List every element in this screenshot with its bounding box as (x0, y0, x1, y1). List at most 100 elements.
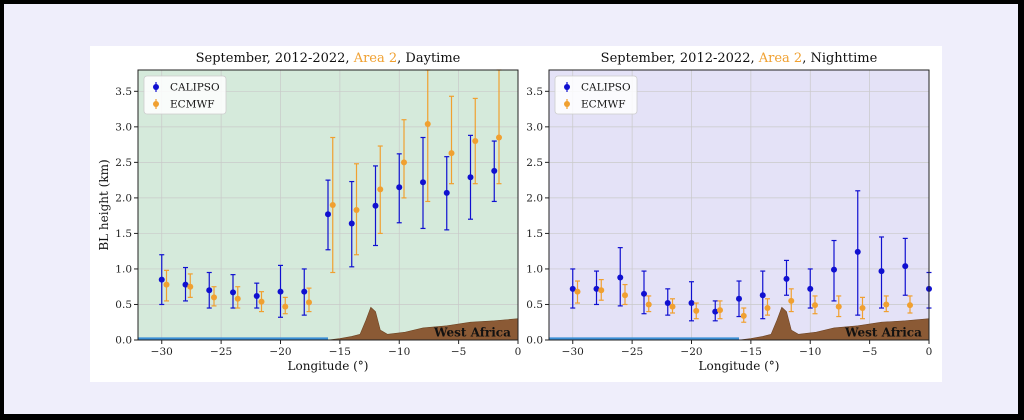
calipso-point (569, 285, 576, 292)
legend-marker (564, 101, 570, 107)
x-tick-label: −10 (388, 346, 410, 358)
calipso-point (854, 248, 861, 255)
ecmwf-point (377, 186, 384, 193)
legend-marker (564, 84, 570, 90)
y-tick-label: 0.0 (115, 335, 132, 347)
title-segment: Area 2 (353, 51, 397, 66)
title-segment: Area 2 (758, 51, 802, 66)
title-segment: , Nighttime (802, 51, 877, 66)
x-axis-label: Longitude (°) (699, 359, 780, 373)
calipso-point (396, 184, 403, 191)
y-tick-label: 0.5 (115, 299, 132, 311)
calipso-point (158, 276, 165, 283)
y-tick-label: 3.0 (526, 121, 543, 133)
y-tick-label: 3.5 (526, 86, 543, 98)
legend-label: CALIPSO (581, 82, 631, 94)
x-tick-label: −20 (680, 346, 702, 358)
title-segment: , Daytime (397, 51, 460, 66)
figure: West Africa −30 −25 −20 −15 −10 −5 0 0.0 0.5 1.0 1.… (90, 46, 942, 382)
x-tick-label: −5 (451, 346, 466, 358)
legend-marker (153, 101, 159, 107)
calipso-point (807, 285, 814, 292)
ecmwf-point (835, 303, 842, 310)
calipso-point (206, 287, 213, 294)
calipso-point (325, 211, 331, 218)
west-africa-label: West Africa (844, 325, 922, 339)
ecmwf-point (883, 301, 890, 308)
ecmwf-point (693, 307, 700, 314)
ecmwf-point (645, 301, 652, 308)
y-tick-label: 0.5 (526, 299, 543, 311)
calipso-point (831, 266, 837, 273)
legend-marker (153, 84, 159, 90)
calipso-point (664, 300, 671, 307)
calipso-point (641, 290, 647, 297)
ecmwf-point (622, 292, 628, 299)
ecmwf-point (669, 303, 676, 310)
calipso-point (902, 263, 909, 270)
ecmwf-point (788, 297, 795, 304)
x-tick-label: −25 (210, 346, 232, 358)
x-tick-label: 0 (515, 346, 522, 358)
terrain-shape (327, 306, 518, 340)
calipso-point (301, 288, 308, 295)
y-axis-label: BL height (km) (97, 159, 111, 250)
ecmwf-point (353, 206, 360, 213)
ecmwf-point (859, 305, 866, 312)
terrain-shape (738, 306, 929, 340)
ecmwf-point (496, 134, 502, 141)
legend-label: ECMWF (581, 99, 626, 111)
x-tick-label: −15 (740, 346, 762, 358)
chart-figure: West Africa −30 −25 −20 −15 −10 −5 0 0.0 0.5 1.0 1.… (97, 51, 933, 373)
ecmwf-point (717, 307, 723, 314)
legend: CALIPSO ECMWF (554, 75, 638, 115)
y-tick-label: 1.5 (115, 228, 132, 240)
x-tick-label: −30 (562, 346, 584, 358)
calipso-point (253, 292, 260, 299)
calipso-point (617, 274, 624, 281)
x-tick-label: −5 (862, 346, 877, 358)
calipso-point (878, 268, 885, 275)
ecmwf-point (812, 302, 818, 309)
calipso-point (443, 189, 450, 196)
calipso-point (759, 292, 766, 299)
calipso-point (593, 285, 600, 292)
legend-box (143, 75, 227, 115)
y-tick-label: 2.5 (526, 157, 543, 169)
chart-title: September, 2012-2022, Area 2, Nighttime (601, 51, 878, 66)
y-tick-label: 2.0 (526, 192, 543, 204)
ecmwf-point (764, 305, 771, 312)
ecmwf-point (448, 150, 455, 157)
slide-background: West Africa −30 −25 −20 −15 −10 −5 0 0.0 0.5 1.0 1.… (4, 4, 1018, 414)
ecmwf-point (306, 299, 312, 306)
y-tick-label: 1.0 (526, 263, 543, 275)
calipso-point (783, 275, 790, 282)
ecmwf-point (282, 303, 289, 310)
calipso-point (372, 202, 379, 209)
x-tick-label: −30 (151, 346, 173, 358)
calipso-point (230, 289, 236, 296)
x-tick-label: −20 (269, 346, 291, 358)
x-axis-label: Longitude (°) (288, 359, 369, 373)
x-tick-label: −10 (799, 346, 821, 358)
legend-label: ECMWF (170, 99, 215, 111)
x-tick-label: 0 (926, 346, 933, 358)
y-tick-label: 2.5 (115, 157, 132, 169)
ecmwf-point (258, 298, 265, 305)
calipso-point (277, 288, 284, 295)
ecmwf-point (187, 283, 194, 290)
ecmwf-point (234, 295, 241, 302)
x-tick-label: −25 (621, 346, 643, 358)
legend: CALIPSO ECMWF (143, 75, 227, 115)
y-tick-label: 3.5 (115, 86, 132, 98)
plot-frame (137, 69, 519, 341)
ecmwf-point (424, 121, 431, 127)
ecmwf-point (472, 138, 479, 145)
calipso-point (348, 220, 355, 227)
ecmwf-point (598, 287, 605, 294)
calipso-point (182, 281, 189, 288)
calipso-point (712, 308, 719, 315)
title-segment: September, 2012-2022, (196, 51, 354, 66)
title-segment: September, 2012-2022, (601, 51, 759, 66)
calipso-point (736, 295, 742, 302)
